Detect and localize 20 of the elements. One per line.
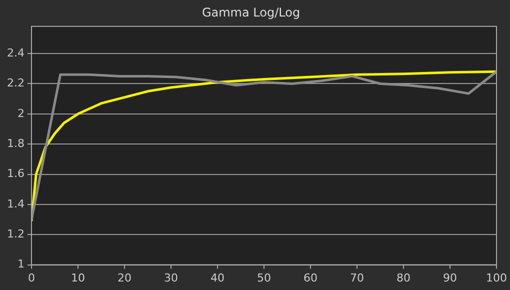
x-tick-label: 20 (117, 271, 132, 284)
y-tick-label: 2.4 (6, 46, 24, 60)
x-tick-label: 30 (164, 271, 178, 284)
x-tick-label: 100 (486, 271, 507, 284)
x-tick-label: 40 (210, 271, 224, 284)
x-tick-label: 70 (350, 271, 364, 284)
y-tick-label: 2.2 (6, 76, 24, 90)
x-tick-label: 80 (396, 271, 410, 284)
y-tick-label: 1.6 (6, 167, 24, 180)
x-tick-label: 10 (70, 271, 85, 284)
x-tick-label: 90 (443, 271, 457, 284)
y-tick-label: 1.2 (6, 227, 24, 240)
y-tick-label: 1 (17, 258, 24, 271)
chart-title: Gamma Log/Log (202, 5, 300, 20)
y-tick-label: 1.8 (6, 136, 24, 150)
y-tick-label: 2 (17, 106, 24, 120)
x-tick-label: 50 (257, 271, 271, 284)
y-tick-label: 1.4 (6, 197, 24, 210)
x-tick-label: 0 (28, 271, 35, 284)
x-tick-label: 60 (304, 271, 318, 284)
